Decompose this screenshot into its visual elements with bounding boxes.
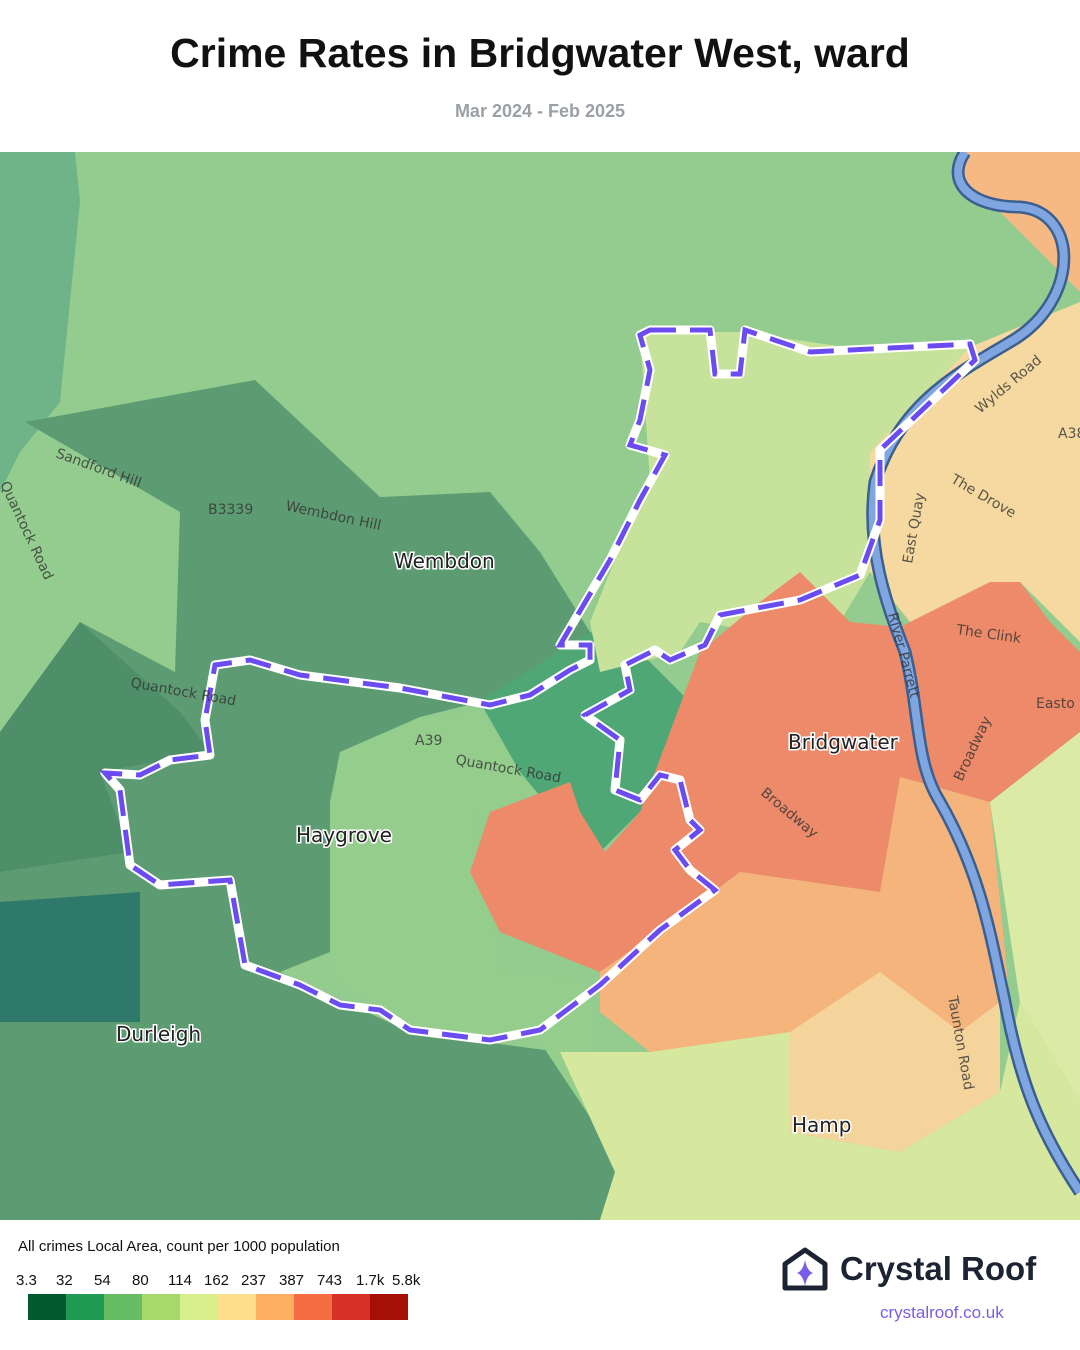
legend-swatch xyxy=(142,1294,180,1320)
area-durleigh-west xyxy=(0,622,210,872)
ward-boundary[interactable] xyxy=(99,325,980,1045)
legend-swatch xyxy=(66,1294,104,1320)
river-parrett-water xyxy=(868,152,1080,1195)
road-label: A38 xyxy=(1058,426,1080,442)
legend-tick: 162 xyxy=(204,1272,230,1289)
area-south-beige xyxy=(790,972,1000,1152)
place-label-wembdon: Wembdon xyxy=(394,549,495,573)
area-east xyxy=(990,732,1080,1102)
place-label-bridgwater: Bridgwater xyxy=(788,730,899,754)
brand-logo[interactable]: Crystal Roof xyxy=(780,1246,1036,1292)
crime-map[interactable]: Sandford Hill Wembdon Hill B3339 Quantoc… xyxy=(0,152,1080,1220)
legend-tick: 743 xyxy=(317,1272,343,1289)
legend-swatch xyxy=(370,1294,408,1320)
ward-boundary-dash xyxy=(99,326,978,1043)
page-title: Crime Rates in Bridgwater West, ward xyxy=(170,30,910,76)
house-sparkle-icon xyxy=(782,1247,828,1291)
area-bridgwater-north xyxy=(590,332,970,672)
legend-color-bar xyxy=(28,1294,408,1320)
legend-tick: 237 xyxy=(241,1272,267,1289)
legend-swatch xyxy=(218,1294,256,1320)
legend-tick: 54 xyxy=(94,1272,111,1289)
legend-tick: 1.7k xyxy=(356,1272,385,1289)
date-range: Mar 2024 - Feb 2025 xyxy=(454,101,626,121)
legend-swatch xyxy=(28,1294,66,1320)
area-wembdon xyxy=(0,380,615,1220)
brand-url-link[interactable]: crystalroof.co.uk xyxy=(880,1303,1004,1322)
area-top-right xyxy=(960,152,1080,292)
area-bridgwater-centre xyxy=(460,572,1080,972)
legend-swatch xyxy=(256,1294,294,1320)
legend-title: All crimes Local Area, count per 1000 po… xyxy=(18,1238,340,1255)
legend-tick: 80 xyxy=(132,1272,149,1289)
road-label: B3339 xyxy=(208,502,253,518)
area-left-edge xyxy=(0,152,80,492)
legend-swatch xyxy=(180,1294,218,1320)
legend-swatch xyxy=(294,1294,332,1320)
legend-tick: 114 xyxy=(168,1272,192,1289)
area-south-orange xyxy=(600,777,1010,1052)
road-label: Easto xyxy=(1036,696,1075,712)
legend-tick: 3.3 xyxy=(16,1272,37,1289)
legend-swatch xyxy=(332,1294,370,1320)
legend-tick: 387 xyxy=(279,1272,305,1289)
place-label-durleigh: Durleigh xyxy=(116,1022,201,1046)
brand-name: Crystal Roof xyxy=(840,1250,1037,1287)
area-north-east xyxy=(870,302,1080,642)
place-label-haygrove: Haygrove xyxy=(296,823,392,847)
legend-tick: 5.8k xyxy=(392,1272,421,1289)
legend-tick: 32 xyxy=(56,1272,73,1289)
area-teal xyxy=(0,892,140,1022)
legend-swatch xyxy=(104,1294,142,1320)
area-south xyxy=(560,1002,1080,1220)
place-label-hamp: Hamp xyxy=(792,1113,851,1137)
road-label: A39 xyxy=(415,733,442,749)
